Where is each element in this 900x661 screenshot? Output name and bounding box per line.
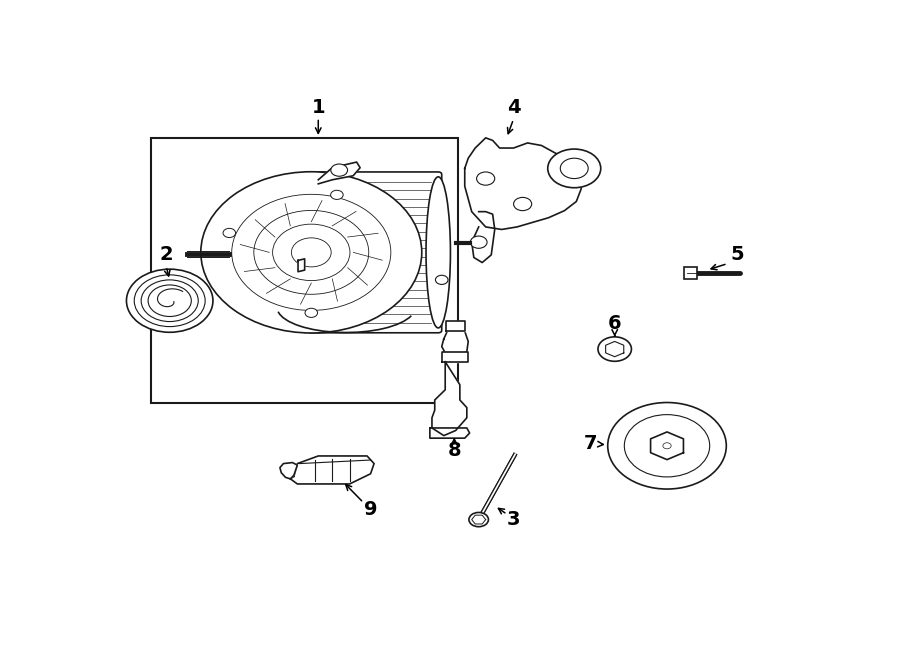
Text: 2: 2 — [159, 245, 173, 264]
Text: 8: 8 — [447, 442, 461, 460]
Text: 4: 4 — [507, 98, 520, 117]
Text: 1: 1 — [311, 98, 325, 117]
Text: 5: 5 — [730, 245, 743, 264]
Circle shape — [126, 269, 213, 332]
Polygon shape — [472, 212, 495, 262]
Bar — [151, 138, 458, 403]
Circle shape — [292, 238, 331, 267]
Circle shape — [201, 172, 422, 333]
Polygon shape — [651, 432, 683, 459]
Circle shape — [663, 443, 671, 449]
Circle shape — [514, 198, 532, 211]
Circle shape — [561, 158, 589, 178]
Polygon shape — [442, 329, 468, 357]
Text: 9: 9 — [364, 500, 377, 519]
Polygon shape — [430, 428, 470, 438]
Text: 3: 3 — [507, 510, 520, 529]
Polygon shape — [446, 321, 464, 331]
Polygon shape — [464, 138, 581, 229]
Circle shape — [273, 224, 350, 280]
Text: 6: 6 — [608, 314, 622, 333]
Polygon shape — [298, 259, 305, 272]
Circle shape — [305, 308, 318, 317]
FancyBboxPatch shape — [308, 172, 442, 332]
Text: 7: 7 — [583, 434, 597, 453]
Polygon shape — [606, 342, 624, 357]
Circle shape — [330, 190, 343, 200]
Circle shape — [436, 275, 448, 284]
Polygon shape — [291, 456, 374, 484]
FancyBboxPatch shape — [684, 266, 697, 279]
Circle shape — [254, 210, 369, 294]
Circle shape — [148, 285, 192, 317]
Circle shape — [598, 337, 632, 362]
Polygon shape — [280, 463, 297, 479]
Polygon shape — [432, 362, 467, 436]
Circle shape — [134, 275, 205, 327]
Ellipse shape — [426, 177, 450, 328]
Circle shape — [625, 414, 710, 477]
Polygon shape — [319, 162, 360, 184]
Circle shape — [548, 149, 601, 188]
Circle shape — [471, 236, 487, 249]
Circle shape — [331, 164, 347, 176]
Circle shape — [141, 280, 198, 321]
Polygon shape — [442, 352, 468, 362]
Circle shape — [469, 512, 489, 527]
Circle shape — [608, 403, 726, 489]
Circle shape — [231, 194, 391, 311]
Circle shape — [477, 172, 495, 185]
Circle shape — [223, 228, 236, 237]
